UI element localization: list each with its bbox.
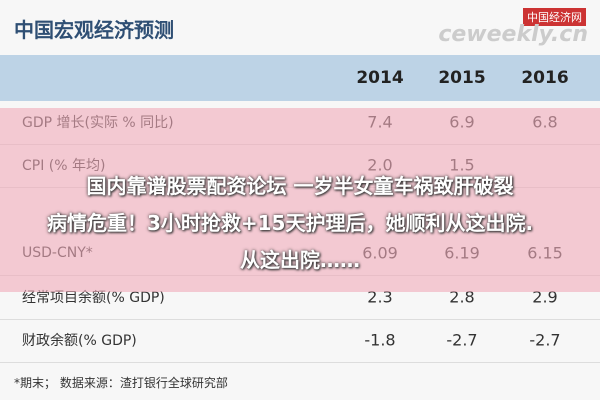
- row-rule: [0, 319, 600, 320]
- column-header: 2014: [356, 68, 404, 88]
- overlay-text: 病情危重！3小时抢救+15天护理后，她顺利从这出院.: [46, 211, 534, 235]
- header-band: [0, 55, 600, 101]
- column-header: 2015: [438, 68, 486, 88]
- row-label: 经常项目余额(% GDP): [22, 290, 165, 306]
- overlay-text: 从这出院……: [240, 248, 360, 272]
- cell: -2.7: [446, 330, 478, 350]
- overlay-text: 国内靠谱股票配资论坛 一岁半女童车祸致肝破裂: [86, 174, 514, 198]
- column-header: 2016: [521, 68, 569, 88]
- title: 中国宏观经济预测: [14, 18, 174, 42]
- watermark-site: ceweekly.cn: [438, 22, 588, 47]
- row-label: 财政余额(% GDP): [22, 333, 137, 349]
- footnote: *期末； 数据来源：渣打银行全球研究部: [14, 376, 228, 390]
- overlay-band: [0, 108, 600, 292]
- cell: 2.8: [449, 287, 475, 307]
- cell: 2.3: [367, 287, 393, 307]
- cell: -1.8: [364, 330, 396, 350]
- row-rule: [0, 362, 600, 363]
- cell: 2.9: [532, 287, 558, 307]
- watermark: 中国经济网: [523, 8, 586, 26]
- cell: -2.7: [529, 330, 561, 350]
